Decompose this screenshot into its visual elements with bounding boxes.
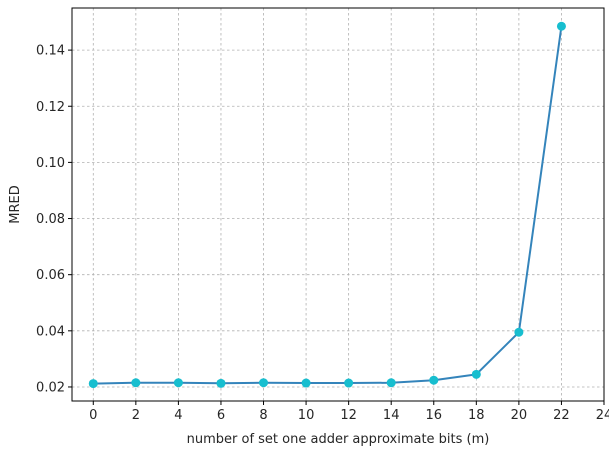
data-point <box>556 21 566 31</box>
data-point <box>471 369 481 379</box>
y-tick-label: 0.12 <box>36 100 65 115</box>
x-tick-label: 8 <box>259 408 267 423</box>
y-axis-label: MRED <box>8 185 23 223</box>
x-tick-label: 12 <box>340 408 357 423</box>
data-point <box>301 378 311 388</box>
data-point <box>429 375 439 385</box>
x-tick-label: 10 <box>298 408 315 423</box>
ticks: 0 2 4 6 8 10 12 14 16 18 20 22 240.020.040.060.080.1… <box>36 44 609 423</box>
x-tick-label: 24 <box>596 408 609 423</box>
y-tick-label: 0.06 <box>36 268 65 283</box>
x-tick-label: 14 <box>383 408 400 423</box>
data-point <box>88 379 98 389</box>
plot-frame <box>71 7 605 402</box>
series-layer <box>88 21 566 389</box>
data-point <box>514 327 524 337</box>
x-tick-label: 16 <box>425 408 442 423</box>
x-axis-label: number of set one adder approximate bits… <box>187 432 490 447</box>
x-tick-label: 18 <box>468 408 485 423</box>
data-point <box>216 378 226 388</box>
y-tick-label: 0.08 <box>36 212 65 227</box>
data-point <box>344 378 354 388</box>
x-tick-label: 0 <box>89 408 97 423</box>
x-tick-label: 4 <box>174 408 182 423</box>
series-line <box>93 26 563 385</box>
x-tick-label: 2 <box>132 408 140 423</box>
y-tick-label: 0.14 <box>36 44 65 59</box>
x-tick-label: 6 <box>217 408 225 423</box>
data-point <box>173 378 183 388</box>
data-point <box>131 378 141 388</box>
grid <box>72 8 605 401</box>
y-tick-label: 0.10 <box>36 156 65 171</box>
x-tick-label: 20 <box>511 408 528 423</box>
x-tick-label: 22 <box>553 408 570 423</box>
data-point <box>386 378 396 388</box>
y-tick-label: 0.02 <box>36 380 65 395</box>
y-tick-label: 0.04 <box>36 324 65 339</box>
data-point <box>259 378 269 388</box>
